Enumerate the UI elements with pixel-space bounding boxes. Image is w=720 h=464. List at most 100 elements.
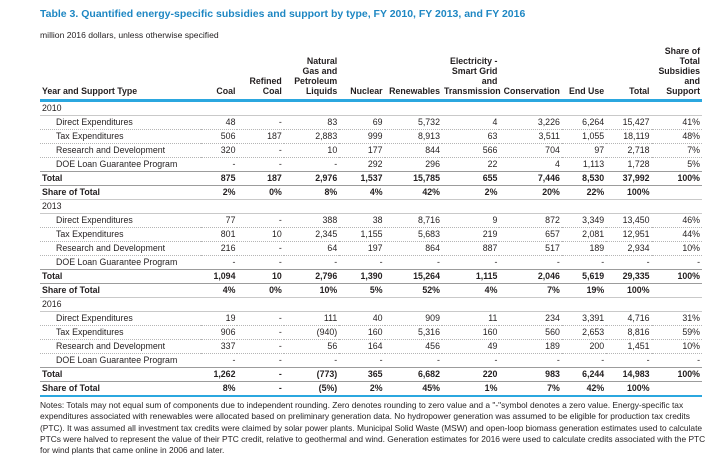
value-cell: 38 bbox=[339, 213, 385, 228]
column-header: Share of Total Subsidies and Support bbox=[651, 46, 702, 102]
row-label: 2010 bbox=[40, 100, 202, 116]
value-cell: - bbox=[651, 353, 702, 368]
value-cell bbox=[561, 297, 607, 312]
value-cell: 189 bbox=[499, 339, 562, 354]
row-label: DOE Loan Guarantee Program bbox=[40, 255, 202, 270]
value-cell: 3,391 bbox=[561, 311, 607, 326]
value-cell: 8,913 bbox=[384, 129, 442, 144]
value-cell bbox=[339, 199, 385, 214]
value-cell bbox=[201, 100, 238, 116]
column-header: Conservation bbox=[499, 46, 562, 102]
value-cell: - bbox=[651, 255, 702, 270]
value-cell: 4 bbox=[499, 157, 562, 172]
value-cell: 100% bbox=[651, 367, 702, 382]
value-cell: 164 bbox=[339, 339, 385, 354]
value-cell: 0% bbox=[237, 283, 284, 298]
value-cell bbox=[441, 297, 500, 312]
value-cell: 40 bbox=[339, 311, 385, 326]
value-cell: 388 bbox=[283, 213, 340, 228]
value-cell: 657 bbox=[499, 227, 562, 242]
row-label: Share of Total bbox=[40, 283, 202, 298]
value-cell: 365 bbox=[339, 367, 385, 382]
value-cell: 5,732 bbox=[384, 115, 442, 130]
data-row: Direct Expenditures 48-83 69 5,732 4 3,226 6,2… bbox=[40, 115, 702, 130]
value-cell: - bbox=[384, 353, 442, 368]
value-cell: - bbox=[237, 115, 284, 130]
data-row: Tax Expenditures 506 187 2,883 999 8,913 63 3,5… bbox=[40, 129, 702, 144]
row-label: Research and Development bbox=[40, 339, 202, 354]
data-row: Research and Development 337-56 164 456 49 18… bbox=[40, 339, 702, 354]
value-cell: 4% bbox=[441, 283, 500, 298]
value-cell: - bbox=[237, 325, 284, 340]
value-cell: 10% bbox=[651, 241, 702, 256]
value-cell: 42% bbox=[561, 381, 607, 397]
value-cell: 11 bbox=[441, 311, 500, 326]
value-cell: 20% bbox=[499, 185, 562, 200]
value-cell: 52% bbox=[384, 283, 442, 298]
year-row: 2010 bbox=[40, 100, 702, 116]
value-cell bbox=[339, 297, 385, 312]
value-cell: - bbox=[384, 255, 442, 270]
value-cell: 655 bbox=[441, 171, 500, 186]
value-cell: 2,796 bbox=[283, 269, 340, 284]
value-cell: 22% bbox=[561, 185, 607, 200]
value-cell: - bbox=[237, 241, 284, 256]
value-cell: 2,718 bbox=[606, 143, 652, 158]
column-header: Total bbox=[606, 46, 652, 102]
value-cell: 10 bbox=[237, 227, 284, 242]
value-cell: 875 bbox=[201, 171, 238, 186]
value-cell: 49 bbox=[441, 339, 500, 354]
value-cell: 3,349 bbox=[561, 213, 607, 228]
value-cell: 4 bbox=[441, 115, 500, 130]
value-cell: 872 bbox=[499, 213, 562, 228]
data-row: Research and Development 216-64 197 864 887 5… bbox=[40, 241, 702, 256]
value-cell: 704 bbox=[499, 143, 562, 158]
value-cell: 1,451 bbox=[606, 339, 652, 354]
value-cell bbox=[283, 297, 340, 312]
value-cell: 999 bbox=[339, 129, 385, 144]
value-cell: 1,113 bbox=[561, 157, 607, 172]
value-cell: 1% bbox=[441, 381, 500, 397]
row-label: Share of Total bbox=[40, 381, 202, 397]
value-cell: - bbox=[561, 353, 607, 368]
value-cell: 44% bbox=[651, 227, 702, 242]
value-cell bbox=[283, 199, 340, 214]
value-cell: 2% bbox=[441, 185, 500, 200]
value-cell: 177 bbox=[339, 143, 385, 158]
value-cell: 5% bbox=[339, 283, 385, 298]
share-row: Share of Total 2% 0% 8% 4% 42% 2% 20% 22% 100% bbox=[40, 185, 702, 200]
value-cell bbox=[651, 199, 702, 214]
value-cell: 517 bbox=[499, 241, 562, 256]
value-cell: 801 bbox=[201, 227, 238, 242]
value-cell: - bbox=[237, 311, 284, 326]
value-cell: 2% bbox=[339, 381, 385, 397]
value-cell: 9 bbox=[441, 213, 500, 228]
value-cell: 4% bbox=[339, 185, 385, 200]
value-cell bbox=[201, 199, 238, 214]
value-cell: 906 bbox=[201, 325, 238, 340]
value-cell: 566 bbox=[441, 143, 500, 158]
value-cell: 160 bbox=[339, 325, 385, 340]
data-row: DOE Loan Guarantee Program - - -292 296 22 4 1,… bbox=[40, 157, 702, 172]
value-cell: 100% bbox=[651, 171, 702, 186]
value-cell: 1,728 bbox=[606, 157, 652, 172]
value-cell bbox=[499, 199, 562, 214]
value-cell: - bbox=[606, 353, 652, 368]
value-cell: - bbox=[499, 255, 562, 270]
value-cell: 2,345 bbox=[283, 227, 340, 242]
value-cell: 1,115 bbox=[441, 269, 500, 284]
row-label: Research and Development bbox=[40, 143, 202, 158]
value-cell: (773) bbox=[283, 367, 340, 382]
value-cell bbox=[441, 100, 500, 116]
value-cell: 10 bbox=[283, 143, 340, 158]
share-row: Share of Total 8% - (5%) 2% 45% 1% 7% 42% 100% bbox=[40, 381, 702, 397]
total-row: Total 875 187 2,976 1,537 15,785 655 7,446 8,530… bbox=[40, 171, 702, 186]
value-cell bbox=[339, 100, 385, 116]
row-label: Tax Expenditures bbox=[40, 227, 202, 242]
value-cell: 13,450 bbox=[606, 213, 652, 228]
value-cell: 292 bbox=[339, 157, 385, 172]
value-cell: 3,226 bbox=[499, 115, 562, 130]
value-cell: 2,883 bbox=[283, 129, 340, 144]
value-cell: 219 bbox=[441, 227, 500, 242]
value-cell: 560 bbox=[499, 325, 562, 340]
